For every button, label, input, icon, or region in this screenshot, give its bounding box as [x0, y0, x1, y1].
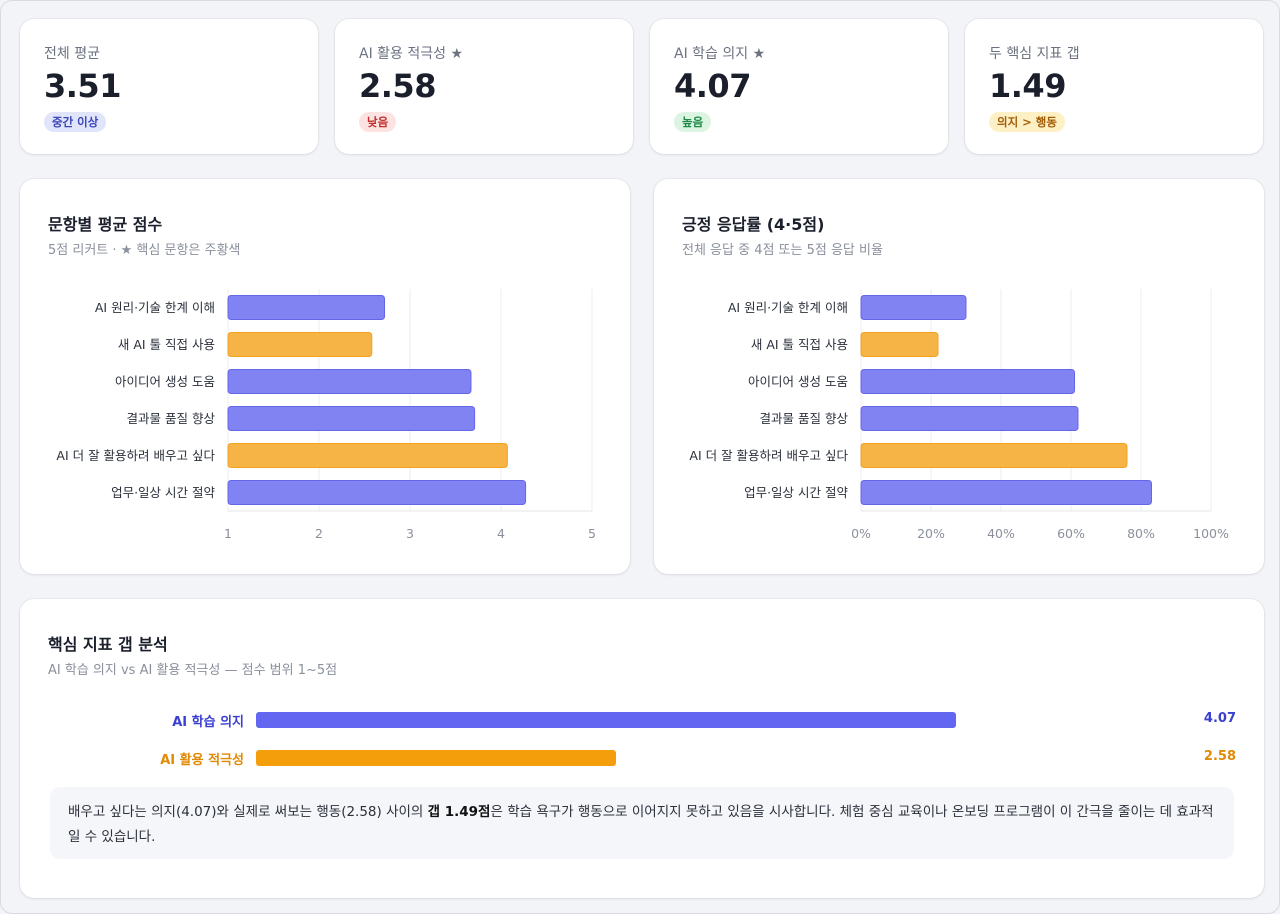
positive-rate-chart: 0% 20% 40% 60% 80% 100% AI 원리·기술 한계 이해새 AI 툴 직…: [689, 289, 1229, 541]
bar: [860, 480, 1152, 505]
bar: [860, 406, 1079, 431]
kpi-label: 두 핵심 지표 갭: [989, 46, 1080, 62]
bar: [860, 443, 1128, 468]
x-tick-label: 60%: [1057, 526, 1085, 541]
bar: [860, 332, 939, 357]
chart-subtitle: 전체 응답 중 4점 또는 5점 응답 비율: [682, 243, 883, 258]
category-label: AI 더 잘 활용하려 배우고 싶다: [689, 448, 848, 463]
category-label: AI 원리·기술 한계 이해: [95, 300, 215, 315]
gap-row-usage: AI 활용 적극성 2.58: [20, 748, 1264, 768]
gap-label: AI 활용 적극성: [160, 753, 244, 768]
bar: [860, 369, 1075, 394]
chart-title: 긍정 응답률 (4·5점): [682, 215, 825, 234]
bar: [227, 480, 527, 505]
category-label: 새 AI 툴 직접 사용: [118, 337, 215, 352]
category-label: 결과물 품질 향상: [760, 411, 849, 426]
category-label: AI 더 잘 활용하려 배우고 싶다: [56, 448, 215, 463]
x-tick-label: 80%: [1127, 526, 1155, 541]
gap-bar-usage: [256, 750, 617, 766]
note-text: 배우고 싶다는 의지(4.07)와 실제로 써보는 행동(2.58) 사이의: [68, 804, 428, 820]
kpi-label: AI 활용 적극성 ★: [359, 46, 464, 62]
status-badge: 중간 이상: [44, 112, 107, 132]
x-tick-label: 0%: [851, 526, 871, 541]
x-tick-label: 3: [406, 526, 414, 541]
gap-bar-learning: [256, 712, 956, 728]
x-tick-label: 20%: [917, 526, 945, 541]
chart-subtitle: 5점 리커트 · ★ 핵심 문항은 주황색: [48, 243, 241, 258]
insight-note: 배우고 싶다는 의지(4.07)와 실제로 써보는 행동(2.58) 사이의 갭…: [50, 787, 1234, 859]
status-badge: 의지 > 행동: [989, 112, 1065, 132]
x-tick-label: 40%: [987, 526, 1015, 541]
bar: [227, 369, 472, 394]
status-badge: 낮음: [359, 112, 397, 132]
kpi-label: AI 학습 의지 ★: [674, 46, 766, 62]
kpi-value: 2.58: [359, 67, 436, 105]
gap-row-learning: AI 학습 의지 4.07: [20, 710, 1264, 730]
x-tick-label: 100%: [1193, 526, 1229, 541]
bar: [227, 406, 476, 431]
note-highlight: 갭 1.49점: [427, 804, 491, 820]
bar: [227, 295, 386, 320]
bar: [227, 332, 373, 357]
gap-track: [256, 712, 1168, 728]
kpi-value: 3.51: [44, 67, 121, 105]
gap-track: [256, 750, 1168, 766]
x-tick-label: 5: [588, 526, 596, 541]
kpi-card-overall-average: 전체 평균 3.51 중간 이상: [20, 19, 318, 154]
kpi-label: 전체 평균: [44, 46, 100, 62]
kpi-value: 4.07: [674, 67, 751, 105]
gap-value: 2.58: [1203, 749, 1236, 764]
category-label: 결과물 품질 향상: [127, 411, 216, 426]
chart-title: 핵심 지표 갭 분석: [48, 635, 168, 654]
x-tick-label: 1: [224, 526, 232, 541]
positive-rate-card: 긍정 응답률 (4·5점) 전체 응답 중 4점 또는 5점 응답 비율 0% 2…: [654, 179, 1264, 574]
x-tick-label: 2: [315, 526, 323, 541]
kpi-card-gap: 두 핵심 지표 갭 1.49 의지 > 행동: [965, 19, 1263, 154]
chart-title: 문항별 평균 점수: [48, 215, 163, 234]
status-badge: 높음: [674, 112, 712, 132]
gap-label: AI 학습 의지: [172, 715, 244, 730]
category-label: AI 원리·기술 한계 이해: [728, 300, 848, 315]
average-score-card: 문항별 평균 점수 5점 리커트 · ★ 핵심 문항은 주황색 1 2 3 4 5 AI …: [20, 179, 630, 574]
category-label: 업무·일상 시간 절약: [744, 485, 848, 500]
x-tick-label: 4: [497, 526, 505, 541]
category-label: 아이디어 생성 도움: [748, 374, 848, 389]
note-text: 은 학습 욕구가 행동으로 이어지지 못하고 있음을 시사합니다. 체험 중심 …: [68, 804, 1214, 845]
category-label: 새 AI 툴 직접 사용: [751, 337, 848, 352]
bar: [227, 443, 508, 468]
bar: [860, 295, 967, 320]
kpi-value: 1.49: [989, 67, 1066, 105]
chart-subtitle: AI 학습 의지 vs AI 활용 적극성 — 점수 범위 1~5점: [48, 663, 338, 678]
category-label: 업무·일상 시간 절약: [111, 485, 215, 500]
category-label: 아이디어 생성 도움: [115, 374, 215, 389]
gap-analysis-card: 핵심 지표 갭 분석 AI 학습 의지 vs AI 활용 적극성 — 점수 범위…: [20, 599, 1264, 898]
kpi-card-ai-usage: AI 활용 적극성 ★ 2.58 낮음: [335, 19, 633, 154]
gap-value: 4.07: [1203, 711, 1236, 726]
kpi-card-ai-learning: AI 학습 의지 ★ 4.07 높음: [650, 19, 948, 154]
